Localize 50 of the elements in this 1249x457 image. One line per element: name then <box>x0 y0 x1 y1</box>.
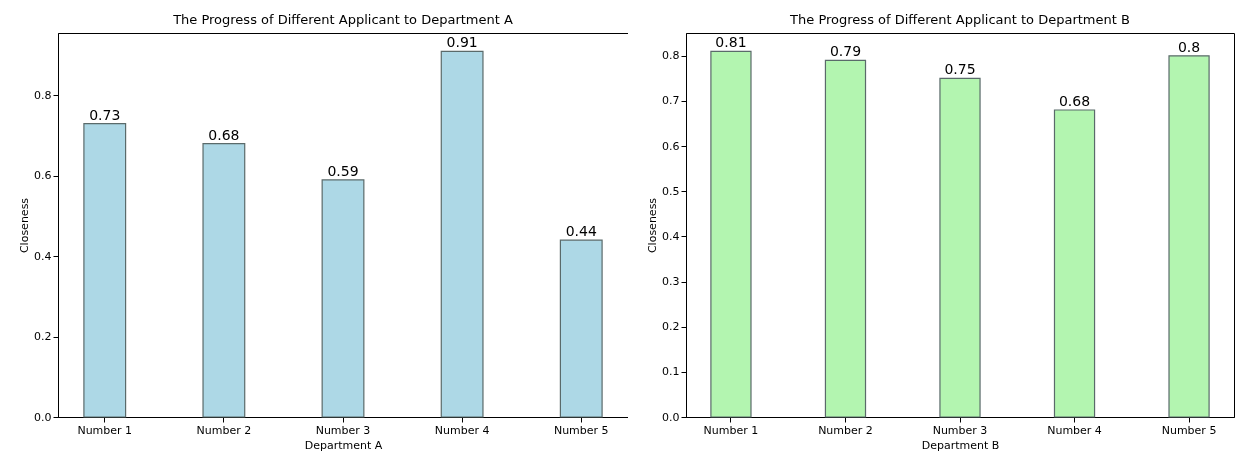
bar <box>321 179 365 418</box>
y-tick-label: 0.8 <box>662 49 680 63</box>
bar <box>440 50 484 418</box>
bar <box>710 50 752 418</box>
data-label: 0.73 <box>89 106 121 123</box>
bar <box>559 239 603 418</box>
data-label: 0.68 <box>208 126 240 143</box>
y-tick-label: 0.2 <box>662 320 680 334</box>
y-tick-label: 0.5 <box>662 184 680 198</box>
y-tick-label: 0.3 <box>662 275 680 289</box>
y-tick-label: 0.6 <box>662 139 680 153</box>
x-tick-label: Number 2 <box>196 423 252 437</box>
data-label: 0.91 <box>446 34 478 51</box>
bar <box>1053 109 1096 418</box>
y-tick-label: 0.7 <box>662 94 680 108</box>
y-tick-label: 0.4 <box>34 249 52 263</box>
x-tick-label: Number 5 <box>553 423 609 437</box>
y-axis-title: Closeness <box>18 197 32 254</box>
data-label: 0.81 <box>715 34 747 51</box>
y-tick-label: 0.0 <box>662 410 680 424</box>
x-tick-label: Number 4 <box>434 423 490 437</box>
y-tick-label: 0.6 <box>34 169 52 183</box>
y-tick-label: 0.1 <box>662 365 680 379</box>
x-tick-label: Number 5 <box>1161 423 1217 437</box>
data-label: 0.75 <box>944 61 976 78</box>
bar <box>939 77 981 418</box>
chart-title: The Progress of Different Applicant to Department A <box>172 12 513 27</box>
x-tick-label: Number 4 <box>1047 423 1102 437</box>
x-axis-title: Department A <box>304 438 383 452</box>
y-tick-label: 0.4 <box>662 229 680 243</box>
bar <box>202 143 246 418</box>
x-axis-title: Department B <box>921 438 1000 452</box>
x-tick-label: Number 2 <box>818 423 873 437</box>
x-tick-label: Number 1 <box>703 423 759 437</box>
y-tick-label: 0.0 <box>34 410 52 424</box>
data-label: 0.68 <box>1058 92 1091 109</box>
y-tick-label: 0.2 <box>34 330 52 344</box>
chart-title: The Progress of Different Applicant to Department B <box>789 12 1130 27</box>
data-label: 0.8 <box>1177 38 1201 55</box>
bar <box>824 59 867 418</box>
data-label: 0.79 <box>829 43 862 60</box>
x-tick-label: Number 3 <box>932 423 988 437</box>
x-tick-label: Number 1 <box>77 423 133 437</box>
bar <box>83 123 127 418</box>
data-label: 0.59 <box>327 162 359 179</box>
bar <box>1168 55 1210 418</box>
x-tick-label: Number 3 <box>315 423 371 437</box>
y-tick-label: 0.8 <box>34 88 52 102</box>
data-label: 0.44 <box>565 223 597 240</box>
y-axis-title: Closeness <box>646 197 660 254</box>
